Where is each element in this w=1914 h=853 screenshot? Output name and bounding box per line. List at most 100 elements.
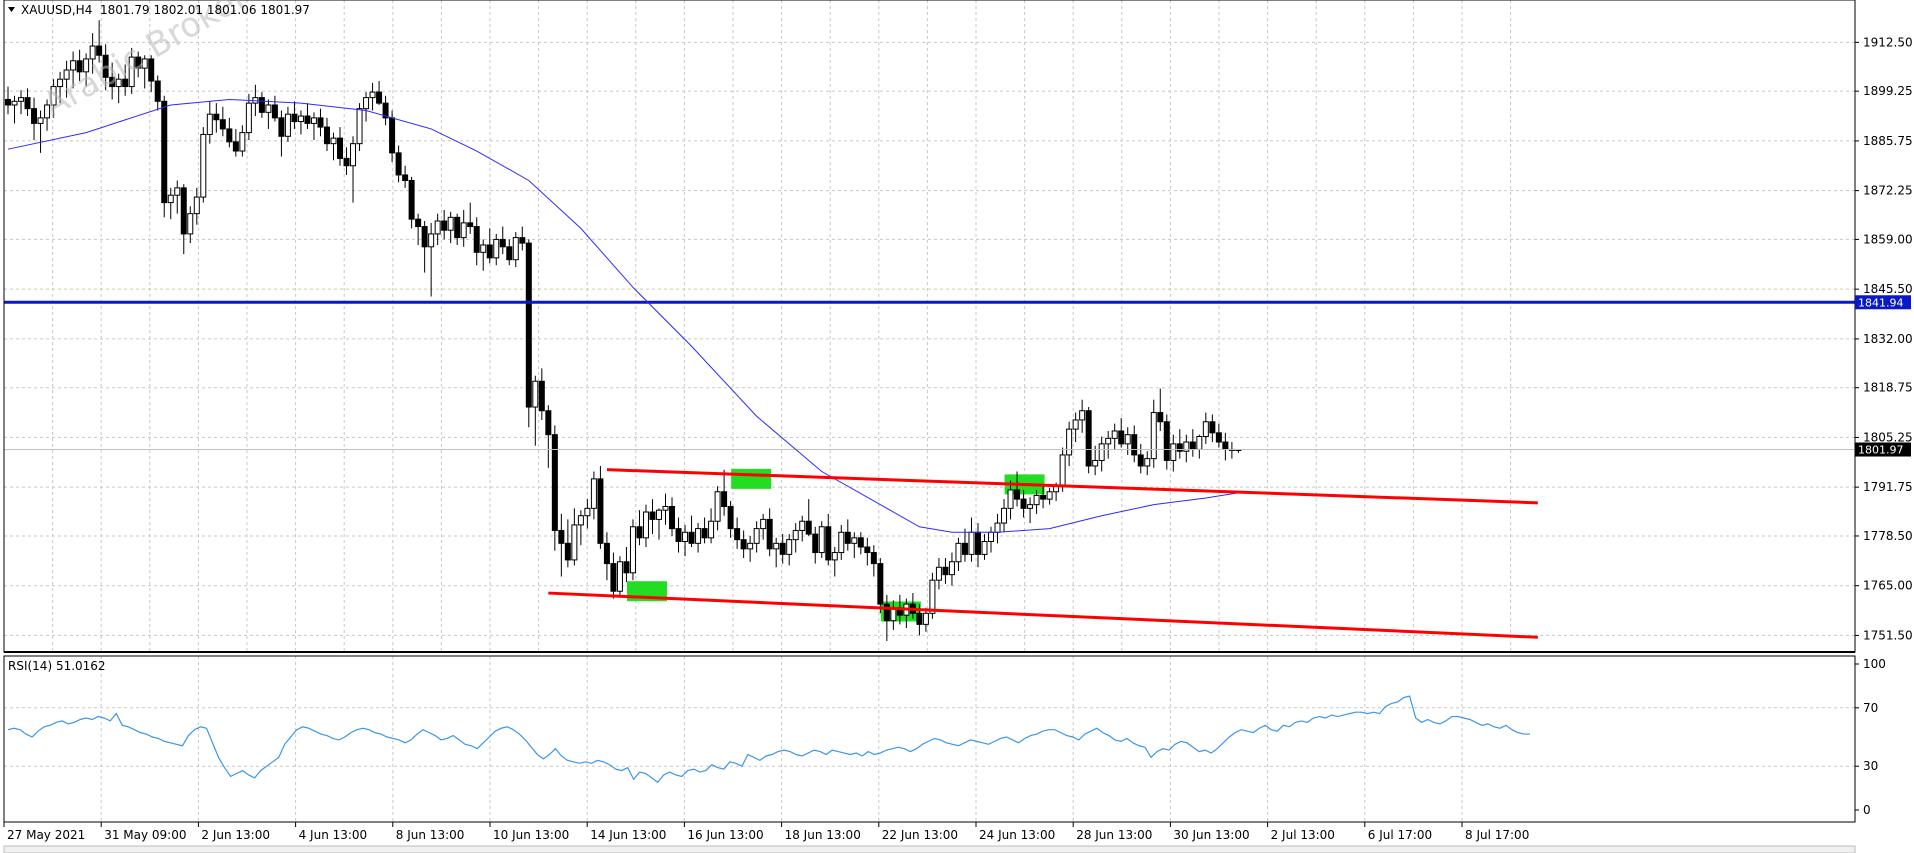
candle	[773, 537, 780, 568]
candle-body-bear	[766, 518, 773, 550]
candle	[245, 93, 252, 140]
time-scrollbar[interactable]	[3, 845, 1856, 853]
candle	[1183, 434, 1190, 463]
candle	[1170, 434, 1177, 472]
candle-body-bull	[460, 222, 467, 239]
price-tag-support: 1841.94	[1855, 295, 1911, 310]
rsi-tick-label: 100	[1863, 657, 1886, 671]
candle	[564, 519, 571, 568]
candle-body-bear	[688, 531, 695, 544]
candle	[1014, 471, 1021, 507]
symbol-dropdown-icon[interactable]	[8, 7, 15, 12]
candle-body-bull	[434, 220, 441, 235]
candle-body-bear	[1085, 410, 1092, 467]
time-tick-label: 10 Jun 13:00	[493, 828, 569, 842]
candle-body-bull	[70, 60, 77, 71]
candle	[337, 127, 344, 166]
candle	[24, 88, 31, 117]
price-tag-support-text: 1841.94	[1858, 296, 1904, 309]
candle	[415, 213, 422, 245]
candle-body-bear	[180, 187, 187, 235]
candle-body-bear	[122, 78, 129, 88]
candle-body-bear	[636, 526, 643, 539]
candle-body-bull	[1111, 430, 1118, 439]
time-tick-label: 28 Jun 13:00	[1076, 828, 1152, 842]
candle	[102, 44, 109, 91]
candle-body-bear	[24, 97, 31, 110]
time-tick-label: 22 Jun 13:00	[882, 828, 958, 842]
candle-body-bull	[187, 213, 194, 235]
candle	[948, 552, 955, 586]
rsi-tick-label: 0	[1863, 803, 1871, 817]
rsi-panel-border	[3, 655, 1856, 823]
price-tick-label: 1885.75	[1863, 134, 1913, 148]
candle-body-bear	[148, 58, 155, 82]
candle-body-bear	[649, 511, 656, 520]
candle	[148, 55, 155, 93]
candle-body-bull	[773, 542, 780, 550]
candle-body-bull	[297, 115, 304, 123]
candle	[297, 110, 304, 135]
candle	[11, 95, 18, 124]
candle-body-bear	[1176, 443, 1183, 452]
candle	[981, 534, 988, 560]
candle-body-bear	[864, 546, 871, 554]
candle	[584, 499, 591, 529]
candle-body-bear	[564, 542, 571, 561]
candle	[1033, 489, 1040, 514]
candle-body-bear	[226, 128, 233, 143]
candle-body-bear	[961, 542, 968, 555]
candle-body-bull	[1170, 443, 1177, 461]
candle	[402, 165, 409, 188]
candle-body-bull	[239, 132, 246, 152]
candle	[473, 217, 480, 266]
time-tick-label: 27 May 2021	[7, 828, 85, 842]
candle-body-bear	[721, 491, 728, 507]
channel-lower-line	[548, 591, 1538, 639]
candle	[636, 510, 643, 546]
candle	[174, 180, 181, 214]
candle	[441, 209, 448, 240]
ohlc-readout: 1801.79 1802.01 1801.06 1801.97	[100, 3, 310, 17]
candle	[616, 556, 623, 597]
candle-body-bull	[682, 531, 689, 542]
candle	[656, 508, 662, 540]
candle	[838, 524, 845, 560]
candle-body-bear	[1209, 421, 1216, 434]
candle	[408, 176, 415, 229]
candle-body-bear	[857, 537, 864, 548]
candle-body-bull	[532, 380, 539, 408]
candle	[454, 213, 461, 245]
candle	[701, 517, 708, 544]
candle	[1046, 488, 1053, 505]
candle-body-bull	[1072, 419, 1079, 430]
candle-body-bull	[799, 520, 806, 531]
candle-body-bear	[258, 97, 265, 113]
candle	[1079, 399, 1086, 433]
candle	[213, 103, 220, 133]
candle-body-bear	[441, 220, 448, 231]
candle	[356, 103, 363, 152]
candle-body-bull	[44, 104, 51, 119]
candle-body-bear	[467, 222, 474, 228]
candle	[682, 524, 689, 557]
price-tick-label: 1778.50	[1863, 529, 1913, 543]
candle-body-bear	[877, 563, 884, 605]
candle	[141, 55, 148, 89]
candle-body-bear	[96, 45, 103, 56]
candle	[922, 607, 929, 632]
candle	[167, 187, 174, 220]
candle-body-bear	[675, 528, 682, 542]
candle-body-bull	[786, 539, 793, 555]
candle	[317, 108, 324, 137]
candle	[675, 517, 682, 553]
candle-body-bear	[1137, 454, 1144, 467]
candle-body-bear	[805, 520, 812, 535]
candle	[870, 545, 877, 577]
candle	[727, 500, 734, 538]
candle-body-bear	[213, 113, 220, 121]
price-tick-label: 1791.75	[1863, 480, 1913, 494]
candle-body-bull	[760, 518, 767, 530]
